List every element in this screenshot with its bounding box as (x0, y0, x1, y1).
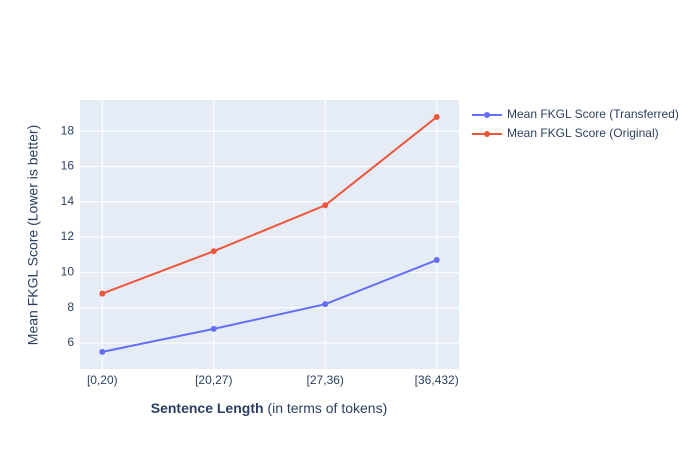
data-point (433, 257, 440, 264)
legend-label: Mean FKGL Score (Transferred) (507, 107, 679, 121)
x-axis-title: Sentence Length (in terms of tokens) (151, 400, 388, 416)
y-tick-label: 12 (61, 229, 75, 243)
legend-marker (484, 112, 490, 118)
plot-area (80, 100, 459, 369)
y-axis-title: Mean FKGL Score (Lower is better) (25, 125, 41, 345)
data-point (99, 290, 106, 297)
x-axis-title-note: (in terms of tokens) (267, 400, 387, 416)
x-tick-label: [27,36) (307, 373, 344, 387)
series-line (101, 116, 438, 295)
data-point (322, 202, 329, 209)
data-point (433, 113, 440, 120)
y-tick-label: 18 (61, 123, 75, 137)
x-axis-title-main: Sentence Length (151, 400, 264, 416)
legend-marker (484, 131, 490, 137)
grid (80, 100, 459, 369)
series-line (102, 259, 438, 353)
data-point (99, 348, 106, 355)
x-tick-label: [36,432) (415, 373, 459, 387)
data-point (322, 301, 329, 308)
y-tick-label: 16 (61, 159, 75, 173)
data-point (210, 325, 217, 332)
y-tick-label: 14 (61, 194, 75, 208)
y-tick-label: 8 (67, 300, 74, 314)
data-point (210, 248, 217, 255)
x-tick-label: [0,20) (87, 373, 118, 387)
y-tick-label: 10 (61, 265, 75, 279)
legend-label: Mean FKGL Score (Original) (507, 126, 659, 140)
y-tick-label: 6 (67, 335, 74, 349)
x-tick-label: [20,27) (195, 373, 232, 387)
